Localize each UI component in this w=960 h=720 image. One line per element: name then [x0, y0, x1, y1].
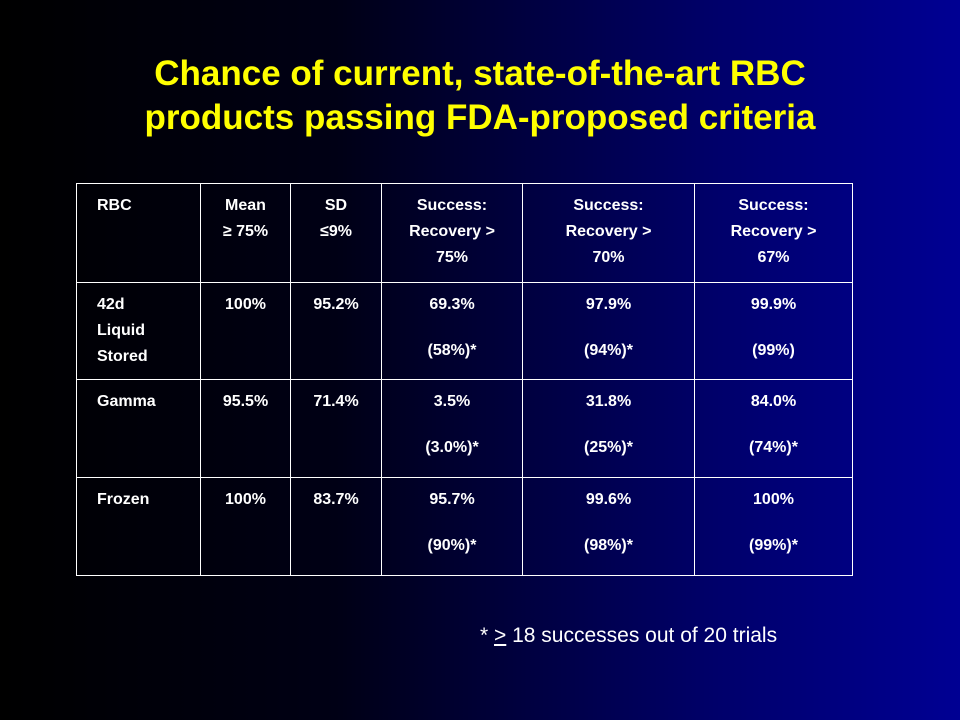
row-name-line1: Frozen: [97, 491, 150, 508]
cell-s67-value: 99.9%: [750, 296, 797, 313]
cell-sd-value: 71.4%: [313, 393, 359, 410]
cell-s67-value: 84.0%: [750, 393, 797, 410]
cell-mean: 95.5%: [200, 379, 291, 478]
header-success-75: Success: Recovery > 75%: [381, 183, 523, 283]
cell-success-75: 3.5% (3.0%)*: [381, 379, 523, 478]
footnote-text: 18 successes out of 20 trials: [506, 624, 778, 647]
cell-success-67: 84.0% (74%)*: [694, 379, 853, 478]
header-s75-line2: Recovery >: [409, 223, 495, 240]
footnote: * > 18 successes out of 20 trials: [480, 624, 777, 648]
header-sd: SD ≤9%: [290, 183, 382, 283]
header-success-70: Success: Recovery > 70%: [522, 183, 695, 283]
header-s75-line3: 75%: [435, 249, 469, 266]
header-s67-line3: 67%: [757, 249, 790, 266]
cell-sd: 95.2%: [290, 282, 382, 380]
header-s70-line1: Success:: [573, 197, 644, 214]
cell-s67-paren: (99%)*: [749, 537, 798, 554]
header-mean-line1: Mean: [225, 197, 266, 214]
cell-s75-value: 3.5%: [433, 393, 471, 410]
cell-s67-value: 100%: [753, 491, 794, 508]
header-s67-line2: Recovery >: [730, 223, 817, 240]
slide-title: Chance of current, state-of-the-art RBC …: [0, 52, 960, 140]
row-name-line1: 42d: [97, 296, 125, 313]
row-name: Gamma: [76, 379, 201, 478]
row-name: Frozen: [76, 477, 201, 576]
cell-sd: 83.7%: [290, 477, 382, 576]
cell-mean-value: 100%: [225, 491, 266, 508]
cell-s75-value: 95.7%: [429, 491, 475, 508]
row-name-line2: Liquid: [97, 322, 145, 339]
title-line-1: Chance of current, state-of-the-art RBC: [154, 54, 806, 93]
row-name-line1: Gamma: [97, 393, 156, 410]
row-name-line3: Stored: [97, 348, 148, 365]
footnote-symbol: >: [494, 624, 507, 647]
table-row: 42d Liquid Stored 100% 95.2% 69.3% (58%)…: [76, 282, 853, 380]
header-s70-line2: Recovery >: [565, 223, 652, 240]
footnote-star: *: [480, 624, 495, 647]
cell-mean: 100%: [200, 282, 291, 380]
header-s67-line1: Success:: [738, 197, 809, 214]
cell-s75-paren: (58%)*: [427, 342, 477, 359]
header-mean-line2: ≥ 75%: [222, 223, 269, 240]
row-name: 42d Liquid Stored: [76, 282, 201, 380]
cell-success-70: 97.9% (94%)*: [522, 282, 695, 380]
cell-success-67: 99.9% (99%): [694, 282, 853, 380]
header-rbc-label: RBC: [97, 197, 132, 214]
cell-s75-paren: (3.0%)*: [425, 439, 479, 456]
cell-sd-value: 95.2%: [313, 296, 359, 313]
cell-s70-paren: (25%)*: [584, 439, 633, 456]
cell-s70-value: 99.6%: [585, 491, 632, 508]
cell-mean: 100%: [200, 477, 291, 576]
cell-s67-paren: (74%)*: [749, 439, 798, 456]
cell-success-70: 31.8% (25%)*: [522, 379, 695, 478]
results-table: RBC Mean ≥ 75% SD ≤9% Success: Recovery …: [76, 183, 853, 576]
header-sd-line1: SD: [324, 197, 348, 214]
header-mean: Mean ≥ 75%: [200, 183, 291, 283]
header-sd-line2: ≤9%: [320, 223, 352, 240]
cell-s70-value: 97.9%: [585, 296, 632, 313]
cell-s67-paren: (99%): [752, 342, 795, 359]
cell-success-75: 95.7% (90%)*: [381, 477, 523, 576]
header-rbc: RBC: [76, 183, 201, 283]
cell-s70-paren: (98%)*: [584, 537, 633, 554]
cell-mean-value: 95.5%: [222, 393, 269, 410]
table-row: Frozen 100% 83.7% 95.7% (90%)* 99.6% (98…: [76, 477, 853, 576]
header-s75-line1: Success:: [416, 197, 488, 214]
cell-sd-value: 83.7%: [313, 491, 359, 508]
cell-success-75: 69.3% (58%)*: [381, 282, 523, 380]
header-s70-line3: 70%: [592, 249, 625, 266]
cell-success-70: 99.6% (98%)*: [522, 477, 695, 576]
cell-success-67: 100% (99%)*: [694, 477, 853, 576]
cell-s70-value: 31.8%: [585, 393, 632, 410]
cell-s75-value: 69.3%: [429, 296, 475, 313]
title-line-2: products passing FDA-proposed criteria: [144, 98, 816, 137]
table-row: Gamma 95.5% 71.4% 3.5% (3.0%)* 31.8% (25…: [76, 379, 853, 478]
header-success-67: Success: Recovery > 67%: [694, 183, 853, 283]
cell-s75-paren: (90%)*: [427, 537, 477, 554]
cell-sd: 71.4%: [290, 379, 382, 478]
cell-mean-value: 100%: [225, 296, 266, 313]
table-header-row: RBC Mean ≥ 75% SD ≤9% Success: Recovery …: [76, 183, 853, 283]
cell-s70-paren: (94%)*: [584, 342, 633, 359]
